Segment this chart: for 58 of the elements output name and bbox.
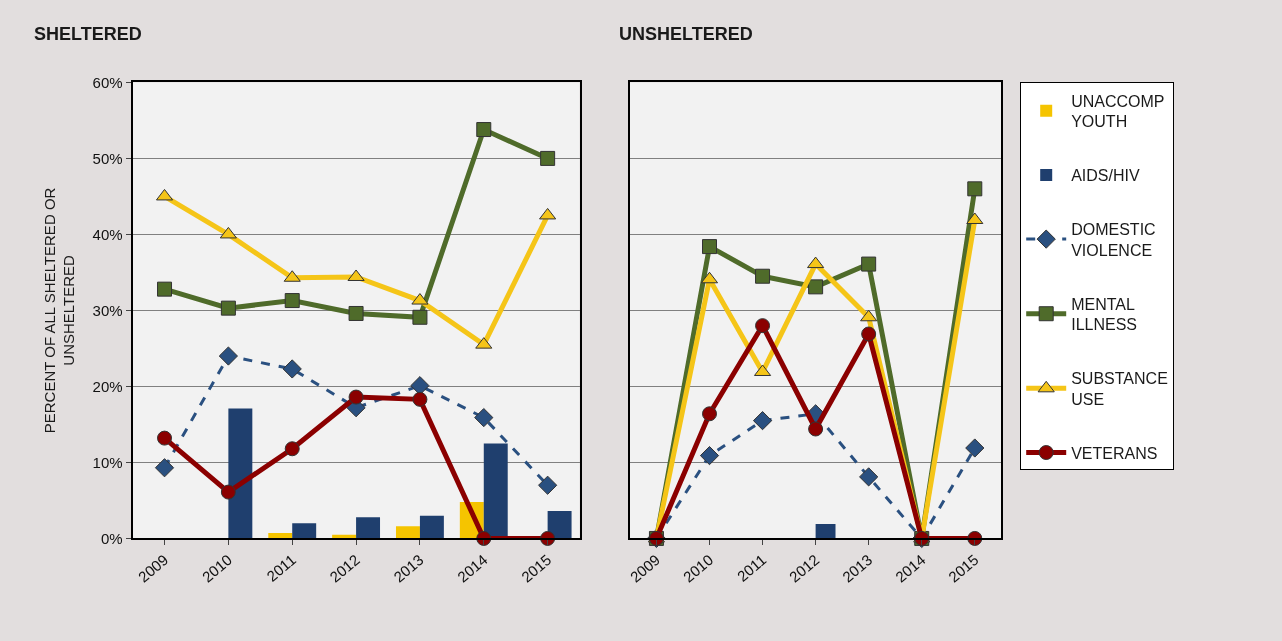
point — [539, 207, 557, 220]
y-tick-label: 20% — [92, 377, 123, 395]
y-tick-label: 50% — [92, 149, 123, 167]
bar — [547, 511, 572, 539]
point — [348, 389, 364, 405]
bar — [228, 408, 253, 539]
y-axis-title: PERCENT OF ALL SHELTERED OR UNSHELTERED — [40, 187, 78, 434]
bar — [292, 523, 317, 539]
bar — [395, 526, 420, 539]
point — [807, 256, 825, 269]
y-tick-label: 0% — [100, 529, 123, 547]
point — [412, 391, 428, 407]
point — [412, 309, 428, 325]
legend-label: SUBSTANCE USE — [1071, 370, 1168, 408]
point — [540, 150, 556, 166]
y-tick-label: 40% — [92, 225, 123, 243]
bar — [419, 515, 444, 539]
point — [752, 411, 773, 431]
point — [218, 346, 238, 366]
point — [538, 475, 558, 495]
point — [755, 268, 771, 284]
legend-label: AIDS/HIV — [1071, 167, 1140, 185]
point — [702, 406, 717, 422]
point — [755, 318, 771, 334]
bar — [483, 443, 508, 539]
point — [808, 279, 824, 295]
chart-title: UNSHELTERED — [619, 24, 753, 44]
chart-title: SHELTERED — [34, 24, 142, 44]
point — [348, 305, 364, 321]
legend-label: MENTAL ILLNESS — [1071, 295, 1138, 334]
point — [476, 122, 492, 138]
point — [965, 438, 985, 458]
point — [808, 421, 824, 437]
legend-label: UNACCOMP YOUTH — [1071, 92, 1165, 131]
point — [157, 430, 173, 446]
point — [284, 293, 300, 309]
point — [157, 281, 173, 297]
point — [154, 458, 175, 478]
y-tick-label: 10% — [92, 453, 123, 471]
point — [282, 359, 302, 379]
legend-label: DOMESTIC VIOLENCE — [1071, 220, 1156, 259]
point — [699, 446, 720, 466]
point — [284, 441, 300, 457]
point — [859, 467, 879, 487]
point — [861, 256, 877, 272]
point — [967, 181, 983, 197]
point — [702, 239, 717, 255]
point — [860, 309, 878, 322]
bar — [268, 533, 293, 539]
point — [861, 326, 877, 342]
bar — [356, 517, 381, 539]
point — [220, 484, 236, 500]
y-tick-label: 30% — [92, 301, 123, 319]
legend-label: VETERANS — [1071, 444, 1158, 462]
point — [220, 300, 236, 316]
point — [219, 226, 237, 239]
point — [474, 407, 494, 428]
y-tick-label: 60% — [92, 73, 123, 91]
